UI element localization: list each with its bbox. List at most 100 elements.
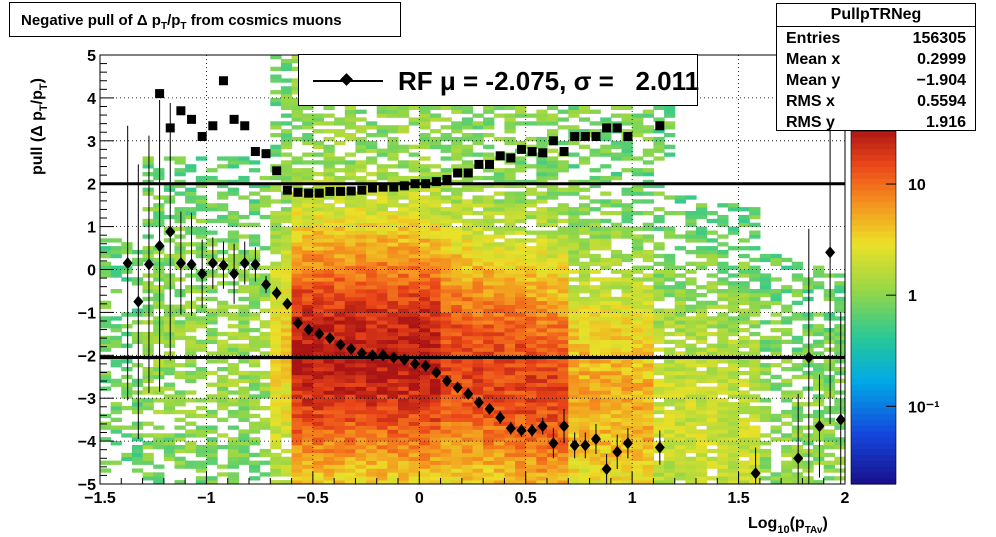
colorbar-segment: [851, 213, 896, 220]
legend-fit-text: RF μ = -2.075, σ = 2.011: [398, 66, 700, 96]
mean-point: [324, 332, 335, 345]
rms-point: [389, 182, 399, 192]
rms-point: [655, 121, 665, 131]
colorbar-segment: [851, 342, 896, 350]
rms-point: [325, 186, 335, 196]
x-tick-label: 2: [841, 490, 850, 507]
mean-point: [569, 439, 580, 452]
rms-point: [516, 144, 526, 154]
rms-point: [229, 114, 239, 124]
mean-point: [750, 467, 761, 480]
mean-point: [825, 246, 836, 259]
colorbar-segment: [851, 178, 896, 185]
mean-point: [793, 452, 804, 465]
colorbar-segment: [851, 331, 896, 338]
rms-point: [570, 132, 580, 142]
colorbar-segment: [851, 154, 896, 162]
y-tick-label: 1: [87, 220, 96, 237]
rms-point: [378, 182, 388, 192]
mean-point: [484, 402, 495, 415]
colorbar-segment: [851, 442, 896, 450]
colorbar-segment: [851, 472, 896, 479]
mean-point: [388, 351, 399, 364]
rms-point: [431, 177, 441, 187]
colorbar-segment: [851, 372, 896, 379]
mean-point: [473, 396, 484, 409]
mean-point: [229, 267, 240, 280]
x-tick-label: −1: [197, 490, 215, 507]
x-tick-label: −1.5: [84, 490, 116, 507]
x-tick-label: 1.5: [727, 490, 749, 507]
rms-point: [272, 166, 282, 176]
mean-point: [303, 323, 314, 336]
mean-point: [261, 278, 272, 291]
rms-point: [218, 76, 228, 86]
mean-point: [378, 349, 389, 362]
colorbar-segment: [851, 307, 896, 314]
rms-point: [282, 185, 292, 195]
mean-point: [814, 420, 825, 433]
y-tick-label: 3: [87, 134, 96, 151]
mean-point: [516, 424, 527, 437]
mean-point: [441, 375, 452, 388]
rms-point: [506, 153, 516, 163]
mean-point: [452, 381, 463, 394]
colorbar-segment: [851, 189, 896, 197]
y-axis-label: pull (Δ pT/pT): [29, 78, 50, 175]
colorbar-segment: [851, 148, 896, 156]
colorbar-segment: [851, 436, 896, 444]
colorbar-segment: [851, 219, 896, 226]
rms-point: [612, 123, 622, 133]
colorbar-segment: [851, 466, 896, 473]
mean-point: [463, 387, 474, 400]
mean-point: [654, 441, 665, 454]
colorbar-segment: [851, 289, 896, 297]
colorbar-segment: [851, 295, 896, 303]
mean-point: [314, 327, 325, 340]
colorbar-segment: [851, 231, 896, 238]
colorbar-segment: [851, 166, 896, 173]
rms-point: [421, 179, 431, 189]
colorbar-segment: [851, 183, 896, 191]
mean-point: [346, 342, 357, 355]
colorbar-segment: [851, 366, 896, 373]
mean-point: [367, 349, 378, 362]
x-tick-label: 1: [628, 490, 637, 507]
colorbar-segment: [851, 401, 896, 409]
rms-point: [336, 186, 346, 196]
colorbar-segment: [851, 378, 896, 385]
colorbar-segment: [851, 272, 896, 279]
colorbar-segment: [851, 160, 896, 167]
colorbar-segment: [851, 319, 896, 326]
colorbar-segment: [851, 360, 896, 367]
mean-point: [548, 437, 559, 450]
rms-point: [591, 132, 601, 142]
legend-diamond-marker: [340, 73, 353, 86]
mean-point: [505, 422, 516, 435]
x-tick-label: 0.5: [515, 490, 537, 507]
rms-point: [399, 181, 409, 191]
colorbar-segment: [851, 395, 896, 403]
mean-point: [154, 239, 165, 252]
rms-point: [527, 147, 537, 157]
rms-point: [474, 159, 484, 169]
colorbar-segment: [851, 431, 896, 438]
mean-point: [601, 462, 612, 475]
colorbar-segment: [851, 478, 896, 485]
mean-point: [292, 317, 303, 330]
rms-point: [240, 121, 250, 131]
colorbar-segment: [851, 407, 896, 414]
rms-point: [304, 188, 314, 198]
rms-point: [495, 151, 505, 161]
rms-point: [602, 123, 612, 133]
colorbar-segment: [851, 454, 896, 462]
mean-point: [250, 258, 261, 271]
mean-point: [335, 338, 346, 351]
x-tick-label: 0: [415, 490, 424, 507]
rms-point: [187, 114, 197, 124]
mean-point: [282, 297, 293, 310]
colorbar-label: 1: [908, 288, 917, 305]
rms-point: [293, 187, 303, 197]
rms-point: [453, 168, 463, 178]
